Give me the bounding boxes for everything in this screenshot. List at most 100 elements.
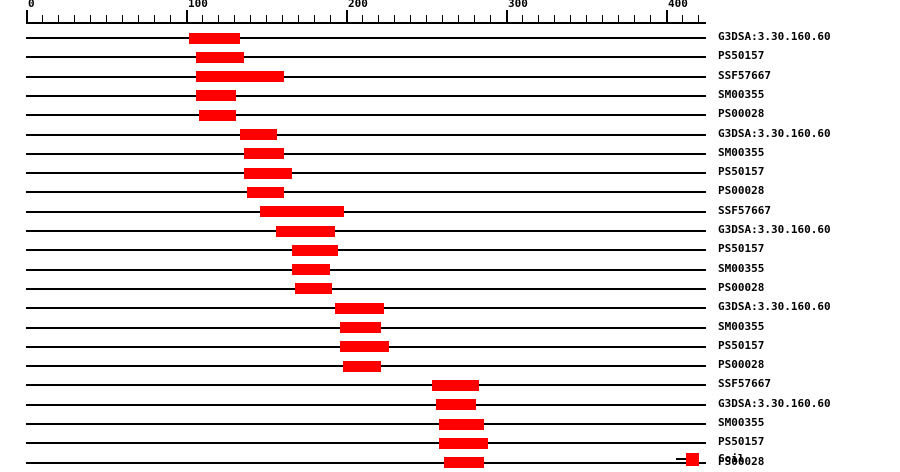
feature-row[interactable]: PS00028	[0, 453, 900, 472]
domain-feature-bar[interactable]	[438, 437, 489, 449]
axis-tick-minor	[378, 15, 379, 22]
feature-row-label: SM00355	[718, 87, 765, 101]
domain-feature-bar[interactable]	[195, 90, 236, 102]
feature-row[interactable]: SSF57667	[0, 67, 900, 86]
sequence-backbone-line	[26, 423, 706, 425]
feature-row[interactable]: PS00028	[0, 279, 900, 298]
feature-row[interactable]: PS00028	[0, 182, 900, 201]
sequence-backbone-line	[26, 461, 706, 464]
feature-row[interactable]: SM00355	[0, 144, 900, 163]
feature-row[interactable]: G3DSA:3.30.160.60	[0, 298, 900, 317]
domain-feature-bar[interactable]	[243, 167, 292, 179]
sequence-backbone-line	[26, 37, 706, 39]
feature-row-label: PS00028	[718, 107, 765, 121]
axis-tick-minor	[538, 15, 539, 22]
feature-row[interactable]: SSF57667	[0, 202, 900, 221]
axis-tick-minor	[650, 15, 651, 22]
sequence-backbone-line	[26, 403, 706, 406]
feature-row[interactable]: G3DSA:3.30.160.60	[0, 221, 900, 240]
domain-feature-bar[interactable]	[443, 457, 484, 469]
feature-row-label: PS50157	[718, 435, 765, 449]
sequence-backbone-line	[26, 191, 706, 194]
feature-row-label: G3DSA:3.30.160.60	[718, 396, 831, 410]
feature-row[interactable]: SM00355	[0, 86, 900, 105]
feature-row[interactable]: PS50157	[0, 163, 900, 182]
domain-feature-bar[interactable]	[432, 379, 479, 391]
axis-tick-minor	[74, 15, 75, 22]
sequence-backbone-line	[26, 152, 706, 155]
domain-feature-bar[interactable]	[435, 399, 476, 411]
domain-feature-bar[interactable]	[243, 148, 284, 160]
feature-row[interactable]: PS50157	[0, 433, 900, 452]
feature-row-label: SSF57667	[718, 203, 771, 217]
feature-row[interactable]: PS00028	[0, 356, 900, 375]
axis-tick-major	[506, 10, 508, 22]
domain-feature-bar[interactable]	[291, 244, 338, 256]
domain-feature-bar[interactable]	[189, 32, 241, 44]
domain-feature-bar[interactable]	[342, 360, 382, 372]
axis-tick-label: 0	[28, 0, 35, 10]
axis-tick-minor	[410, 15, 411, 22]
axis-tick-minor	[682, 15, 683, 22]
axis-tick-minor	[458, 15, 459, 22]
feature-row-label: SM00355	[718, 416, 765, 429]
domain-feature-bar[interactable]	[294, 283, 332, 295]
feature-rows: G3DSA:3.30.160.60 PS50157 SSF57667 SM00355 P…	[0, 28, 900, 469]
axis-tick-major	[186, 10, 188, 22]
domain-feature-bar[interactable]	[339, 341, 390, 353]
sequence-backbone-line	[26, 442, 706, 445]
feature-row[interactable]: SM00355	[0, 318, 900, 337]
axis-tick-minor	[698, 15, 699, 22]
feature-row-label: G3DSA:3.30.160.60	[718, 30, 831, 43]
domain-feature-bar[interactable]	[438, 418, 484, 430]
axis-tick-minor	[490, 15, 491, 22]
feature-row-label: PS00028	[718, 358, 765, 372]
axis-tick-minor	[586, 15, 587, 22]
feature-row[interactable]: SSF57667	[0, 375, 900, 394]
feature-row[interactable]: PS50157	[0, 240, 900, 259]
domain-feature-bar[interactable]	[195, 71, 284, 83]
feature-row[interactable]: SM00355	[0, 260, 900, 279]
sequence-backbone-line	[26, 210, 706, 213]
axis-tick-minor	[442, 15, 443, 22]
axis-tick-minor	[554, 15, 555, 22]
sequence-backbone-line	[26, 230, 706, 232]
sequence-backbone-line	[26, 56, 706, 59]
feature-row[interactable]: G3DSA:3.30.160.60	[0, 28, 900, 47]
axis-tick-minor	[266, 15, 267, 22]
domain-feature-bar[interactable]	[240, 129, 278, 140]
axis-tick-minor	[90, 15, 91, 22]
feature-row-label: SM00355	[718, 319, 765, 333]
sequence-backbone-line	[26, 172, 706, 175]
feature-row-label: SSF57667	[718, 68, 771, 82]
axis-tick-label: 200	[348, 0, 368, 10]
feature-row-label: G3DSA:3.30.160.60	[718, 126, 831, 140]
sequence-backbone-line	[26, 114, 706, 117]
legend-color-swatch-coil	[686, 453, 699, 466]
axis-tick-minor	[58, 15, 59, 22]
axis-tick-minor	[106, 15, 107, 22]
axis-tick-label: 300	[508, 0, 528, 10]
feature-row-label: G3DSA:3.30.160.60	[718, 223, 831, 236]
feature-row-label: PS00028	[718, 280, 765, 294]
domain-feature-bar[interactable]	[339, 322, 382, 333]
domain-feature-bar[interactable]	[246, 186, 284, 198]
feature-row[interactable]: G3DSA:3.30.160.60	[0, 125, 900, 144]
sequence-axis: 0 100 200 300 400	[0, 0, 900, 28]
feature-row[interactable]: SM00355	[0, 414, 900, 433]
sequence-backbone-line	[26, 287, 706, 290]
domain-feature-bar[interactable]	[334, 302, 385, 314]
domain-feature-bar[interactable]	[259, 206, 345, 218]
domain-feature-bar[interactable]	[275, 225, 335, 237]
feature-row[interactable]: G3DSA:3.30.160.60	[0, 395, 900, 414]
feature-row-label: PS50157	[718, 338, 765, 352]
feature-row[interactable]: PS50157	[0, 47, 900, 66]
domain-feature-bar[interactable]	[291, 264, 330, 276]
feature-row[interactable]: PS50157	[0, 337, 900, 356]
feature-row[interactable]: PS00028	[0, 105, 900, 124]
legend-connector-line	[676, 458, 686, 460]
domain-feature-bar[interactable]	[198, 109, 236, 121]
domain-feature-bar[interactable]	[195, 51, 244, 63]
axis-tick-minor	[122, 15, 123, 22]
